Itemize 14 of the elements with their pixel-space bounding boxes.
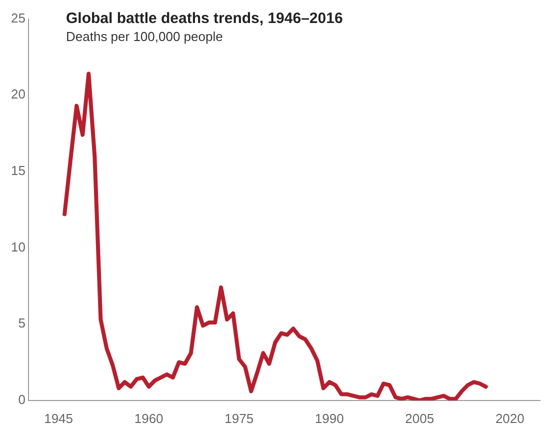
y-tick-label: 10 xyxy=(10,239,26,254)
x-tick-label: 1960 xyxy=(134,410,164,426)
y-tick-label: 0 xyxy=(18,392,26,407)
x-tick-label: 2005 xyxy=(405,410,434,426)
y-tick-label: 20 xyxy=(10,86,26,102)
x-tick-label: 2020 xyxy=(495,410,524,426)
y-tick-label: 25 xyxy=(10,10,26,26)
chart-title: Global battle deaths trends, 1946–2016 xyxy=(66,10,343,27)
y-tick-label: 15 xyxy=(10,163,26,178)
y-tick-label: 5 xyxy=(18,316,26,331)
text: Deaths per 100,000 people xyxy=(66,29,224,44)
x-tick-label: 1975 xyxy=(224,410,254,426)
x-tick-label: 1945 xyxy=(44,410,74,426)
x-tick-label: 1990 xyxy=(314,410,344,426)
